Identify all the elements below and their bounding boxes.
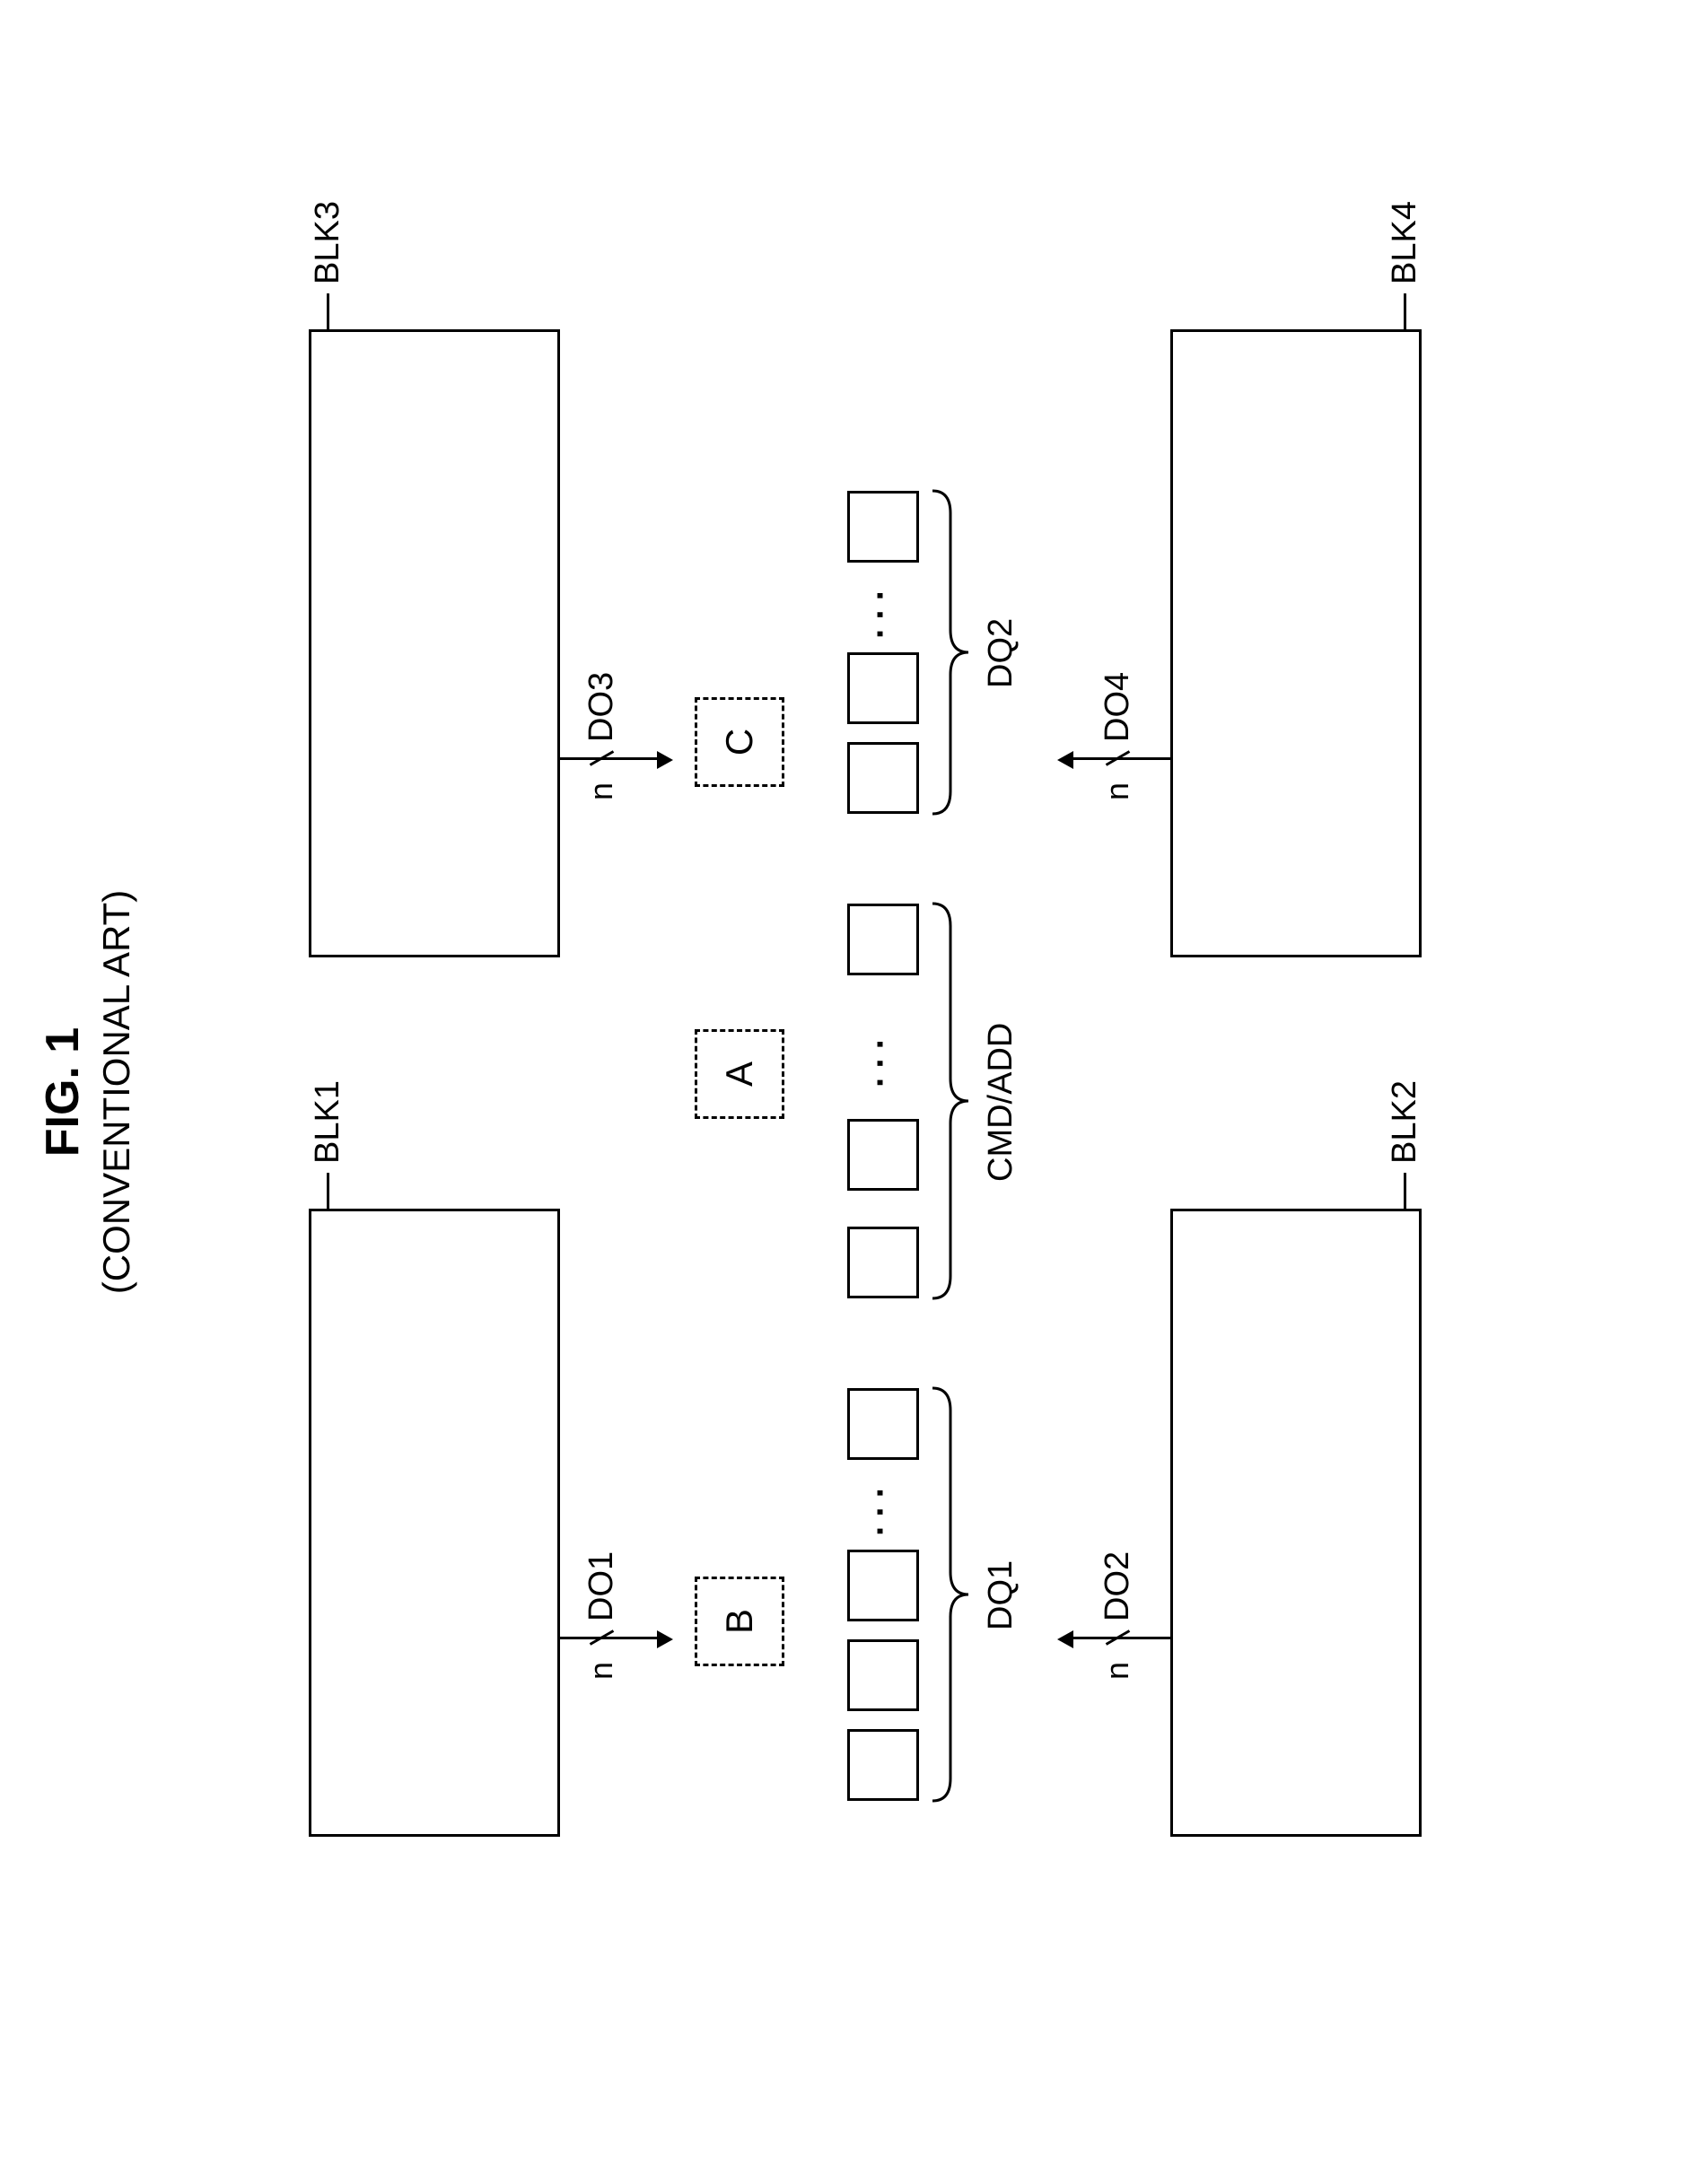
dq1-pad — [847, 1729, 919, 1801]
region-c: C — [695, 697, 784, 787]
region-b: B — [695, 1577, 784, 1666]
cmdadd-dots: ··· — [861, 1030, 901, 1088]
do4-label: DO4 — [1099, 672, 1137, 742]
dq1-pad — [847, 1388, 919, 1460]
do3-arrow-line — [560, 757, 659, 760]
do3-arrow-head — [657, 751, 673, 769]
blk4-label: BLK4 — [1386, 201, 1424, 284]
region-c-label: C — [718, 729, 761, 756]
cmdadd-brace — [928, 899, 982, 1303]
blk2-tick — [1404, 1173, 1406, 1209]
dq1-label: DQ1 — [982, 1560, 1020, 1630]
cmdadd-label: CMD/ADD — [982, 1023, 1020, 1182]
dq2-brace — [928, 486, 982, 818]
do1-arrow-line — [560, 1637, 659, 1639]
do3-n: n — [582, 782, 620, 800]
blk1-tick — [327, 1173, 329, 1209]
blk2-label: BLK2 — [1386, 1080, 1424, 1164]
region-b-label: B — [718, 1609, 761, 1634]
region-a-label: A — [718, 1061, 761, 1087]
do1-n: n — [582, 1662, 620, 1680]
dq1-pad — [847, 1550, 919, 1621]
dq2-pad — [847, 652, 919, 724]
block-blk1 — [309, 1209, 560, 1837]
do4-arrow-head — [1057, 751, 1073, 769]
dq1-brace — [928, 1384, 982, 1805]
blk4-tick — [1404, 293, 1406, 329]
dq2-dots: ··· — [861, 581, 901, 639]
blk1-label: BLK1 — [309, 1080, 347, 1164]
do1-label: DO1 — [582, 1551, 621, 1621]
cmdadd-pad — [847, 1119, 919, 1191]
do4-n: n — [1099, 782, 1136, 800]
cmdadd-pad — [847, 904, 919, 975]
dq1-dots: ··· — [861, 1479, 901, 1536]
figure-title: FIG. 1 — [36, 36, 90, 2148]
block-blk2 — [1170, 1209, 1422, 1837]
figure-subtitle: (CONVENTIONAL ART) — [95, 36, 138, 2148]
dq2-pad — [847, 742, 919, 814]
blk3-tick — [327, 293, 329, 329]
diagram-canvas: BLK1 BLK3 BLK2 BLK4 n DO1 n DO3 n DO2 n … — [165, 240, 1422, 1944]
dq2-label: DQ2 — [982, 618, 1020, 688]
block-blk4 — [1170, 329, 1422, 957]
dq2-pad — [847, 491, 919, 563]
do2-arrow-head — [1057, 1630, 1073, 1648]
do2-label: DO2 — [1099, 1551, 1137, 1621]
do1-arrow-head — [657, 1630, 673, 1648]
block-blk3 — [309, 329, 560, 957]
region-a: A — [695, 1029, 784, 1119]
blk3-label: BLK3 — [309, 201, 347, 284]
do3-label: DO3 — [582, 672, 621, 742]
dq1-pad — [847, 1639, 919, 1711]
do2-n: n — [1099, 1662, 1136, 1680]
cmdadd-pad — [847, 1227, 919, 1298]
